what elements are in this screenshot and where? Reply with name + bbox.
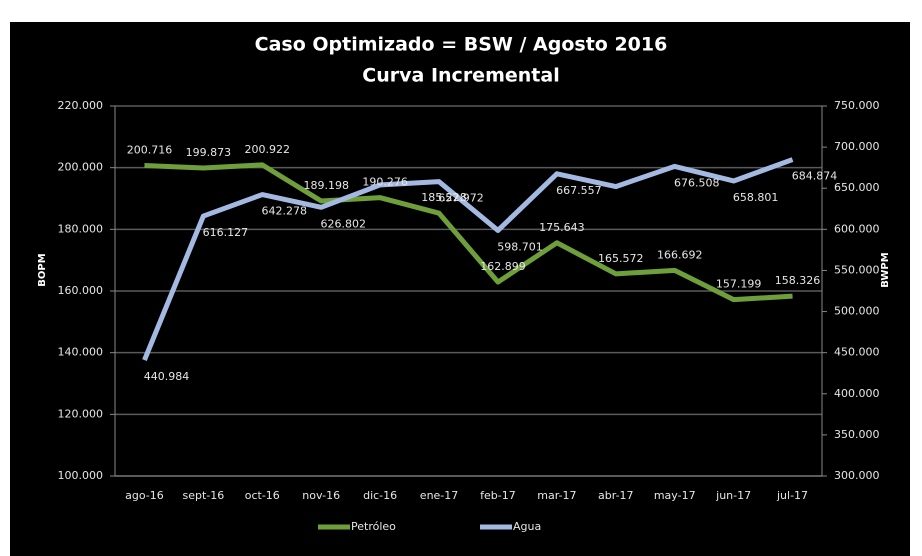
data-label: 642.278 bbox=[262, 205, 308, 218]
data-label: 440.984 bbox=[144, 370, 190, 383]
legend-label: Agua bbox=[513, 520, 541, 533]
x-tick-label: sept-16 bbox=[182, 489, 224, 502]
chart-subtitle: Curva Incremental bbox=[362, 65, 559, 87]
x-tick-label: dic-16 bbox=[363, 489, 397, 502]
data-label: 158.326 bbox=[775, 274, 821, 287]
data-label: 190.276 bbox=[362, 176, 408, 189]
data-label: 598.701 bbox=[497, 240, 543, 253]
data-label: 200.922 bbox=[245, 143, 291, 156]
data-label: 616.127 bbox=[203, 226, 249, 239]
series-line bbox=[144, 162, 793, 303]
y-tick-label: 120.000 bbox=[58, 407, 104, 420]
y2-tick-label: 700.000 bbox=[834, 140, 880, 153]
x-tick-label: may-17 bbox=[654, 489, 696, 502]
x-tick-label: jul-17 bbox=[776, 489, 808, 502]
x-tick-label: ago-16 bbox=[125, 489, 164, 502]
y2-tick-label: 650.000 bbox=[834, 181, 880, 194]
data-label: 199.873 bbox=[186, 146, 232, 159]
data-label: 684.874 bbox=[792, 170, 838, 183]
data-label: 189.198 bbox=[303, 179, 349, 192]
x-tick-label: abr-17 bbox=[598, 489, 634, 502]
data-label: 185.228 bbox=[421, 191, 467, 204]
y2-tick-label: 600.000 bbox=[834, 222, 880, 235]
data-label: 658.801 bbox=[733, 191, 779, 204]
series-line bbox=[142, 157, 794, 362]
x-tick-label: oct-16 bbox=[245, 489, 280, 502]
data-label: 175.643 bbox=[539, 221, 585, 234]
data-label: 162.899 bbox=[480, 260, 526, 273]
y2-tick-label: 750.000 bbox=[834, 99, 880, 112]
x-tick-label: nov-16 bbox=[302, 489, 340, 502]
legend-label: Petróleo bbox=[351, 520, 396, 533]
data-label: 657.972 bbox=[438, 192, 484, 205]
data-label: 157.199 bbox=[716, 278, 762, 291]
y-tick-label: 220.000 bbox=[58, 99, 104, 112]
data-label: 667.557 bbox=[556, 184, 602, 197]
y2-tick-label: 350.000 bbox=[834, 428, 880, 441]
y2-tick-label: 400.000 bbox=[834, 387, 880, 400]
y2-tick-label: 550.000 bbox=[834, 263, 880, 276]
x-tick-label: feb-17 bbox=[480, 489, 516, 502]
y-tick-label: 140.000 bbox=[58, 346, 104, 359]
data-label: 165.572 bbox=[598, 252, 644, 265]
data-label: 676.508 bbox=[674, 176, 720, 189]
chart-title: Caso Optimizado = BSW / Agosto 2016 bbox=[255, 34, 668, 56]
y-tick-label: 100.000 bbox=[58, 469, 104, 482]
y-tick-label: 160.000 bbox=[58, 284, 104, 297]
y2-tick-label: 500.000 bbox=[834, 305, 880, 318]
chart-background bbox=[10, 22, 910, 556]
y2-tick-label: 300.000 bbox=[834, 469, 880, 482]
data-label: 626.802 bbox=[320, 217, 366, 230]
x-tick-label: jun-17 bbox=[715, 489, 751, 502]
y-tick-label: 200.000 bbox=[58, 161, 104, 174]
y2-tick-label: 450.000 bbox=[834, 346, 880, 359]
data-label: 200.716 bbox=[127, 143, 173, 156]
x-tick-label: ene-17 bbox=[420, 489, 458, 502]
y-tick-label: 180.000 bbox=[58, 222, 104, 235]
y2-axis-title: BWPM bbox=[880, 252, 891, 287]
data-label: 166.692 bbox=[657, 248, 703, 261]
x-tick-label: mar-17 bbox=[537, 489, 576, 502]
y-axis-title: BOPM bbox=[37, 253, 48, 286]
